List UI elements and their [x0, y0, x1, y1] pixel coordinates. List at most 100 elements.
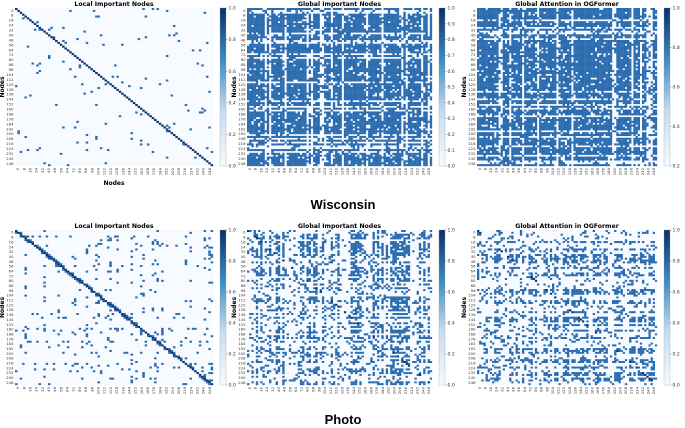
heatmap-cell — [277, 96, 281, 99]
heatmap-cell — [299, 139, 303, 142]
heatmap-cell — [418, 30, 422, 33]
heatmap-cell — [302, 154, 305, 157]
heatmap-cell — [271, 11, 274, 14]
heatmap-cell — [251, 77, 254, 80]
heatmap-cell — [350, 51, 353, 54]
heatmap-cell — [352, 152, 356, 155]
heatmap-cell — [425, 124, 428, 127]
heatmap-cell — [387, 66, 391, 69]
heatmap-cell — [247, 92, 250, 95]
heatmap-cell — [326, 107, 329, 110]
heatmap-cell — [76, 141, 79, 144]
heatmap-cell — [383, 19, 386, 22]
heatmap-cell — [343, 30, 347, 33]
heatmap-cell — [308, 132, 312, 135]
heatmap-cell — [295, 154, 298, 157]
heatmap-cell — [306, 92, 309, 95]
heatmap-cell — [43, 162, 46, 165]
heatmap-cell — [418, 107, 422, 110]
heatmap-cell — [425, 30, 428, 33]
heatmap-cell — [326, 103, 329, 106]
heatmap-cell — [302, 60, 305, 63]
heatmap-cell — [326, 122, 329, 125]
heatmap-cell — [396, 47, 400, 50]
heatmap-cell — [308, 36, 312, 39]
heatmap-cell — [317, 88, 320, 91]
heatmap-cell — [376, 154, 380, 157]
heatmap-cells — [15, 8, 214, 167]
heatmap-cell — [293, 103, 296, 106]
heatmap-cell — [394, 51, 397, 54]
heatmap-cell — [302, 92, 305, 95]
heatmap-cell — [379, 58, 382, 61]
heatmap-cell — [291, 77, 294, 80]
heatmap-cell — [266, 66, 270, 69]
heatmap-cell — [398, 75, 402, 78]
heatmap-cell — [357, 13, 360, 16]
heatmap-cell — [423, 124, 426, 127]
heatmap-cell — [317, 75, 320, 78]
heatmap-cell — [339, 160, 342, 163]
heatmap-cell — [295, 124, 298, 127]
heatmap-cell — [401, 152, 404, 155]
heatmap-cell — [429, 15, 433, 18]
heatmap-cell — [376, 152, 380, 155]
y-tick-label: 152 — [6, 102, 14, 107]
heatmap-cell — [370, 36, 373, 39]
heatmap-cell — [317, 26, 320, 29]
heatmap-cell — [326, 26, 329, 29]
heatmap-cell — [335, 143, 338, 146]
heatmap-cell — [398, 162, 402, 165]
heatmap-cell — [253, 111, 256, 114]
heatmap-cell — [328, 30, 331, 33]
heatmap-cell — [425, 117, 428, 120]
heatmap-cell — [412, 36, 415, 39]
heatmap-cell — [266, 120, 270, 123]
heatmap-cell — [182, 141, 185, 144]
heatmap-cell — [412, 15, 415, 18]
heatmap-cell — [62, 26, 65, 29]
heatmap-cell — [392, 102, 395, 105]
heatmap-cell — [332, 118, 336, 122]
heatmap-cell — [412, 28, 415, 31]
heatmap-cell — [374, 26, 378, 29]
heatmap-cell — [286, 38, 289, 41]
heatmap-cell — [372, 30, 375, 33]
heatmap-cell — [337, 19, 340, 22]
heatmap-cell — [346, 55, 349, 58]
heatmap-cell — [403, 64, 406, 67]
heatmap-cell — [264, 135, 267, 138]
heatmap-cell — [282, 152, 285, 155]
heatmap-cell — [335, 71, 338, 74]
heatmap-cell — [308, 88, 312, 91]
heatmap-cell — [370, 94, 373, 97]
heatmap-cell — [387, 58, 391, 61]
heatmap-cell — [394, 120, 397, 123]
heatmap-cell — [396, 13, 400, 16]
heatmap-cell — [262, 83, 265, 86]
heatmap-cell — [412, 143, 415, 146]
heatmap-cell — [203, 109, 207, 112]
heatmap-cell — [337, 81, 340, 84]
heatmap-cell — [304, 64, 307, 67]
heatmap-cell — [423, 26, 426, 29]
heatmap-cell — [401, 154, 404, 157]
heatmap-cell — [409, 38, 413, 41]
heatmap-cell — [387, 156, 391, 159]
heatmap-cell — [299, 17, 303, 20]
heatmap-cell — [319, 49, 323, 52]
heatmap-cell — [392, 64, 395, 67]
heatmap-cell — [330, 39, 334, 43]
heatmap-cell — [392, 28, 395, 31]
heatmap-cell — [255, 79, 259, 82]
heatmap-cell — [295, 115, 298, 118]
heatmap-cell — [335, 68, 338, 71]
heatmap-cell — [253, 70, 256, 73]
heatmap-cell — [423, 30, 426, 33]
heatmap-cell — [383, 103, 386, 106]
heatmap-cell — [304, 17, 307, 20]
heatmap-cell — [273, 26, 276, 29]
heatmap-cell — [271, 102, 274, 105]
heatmap-cell — [277, 68, 281, 71]
heatmap-cell — [288, 56, 292, 59]
